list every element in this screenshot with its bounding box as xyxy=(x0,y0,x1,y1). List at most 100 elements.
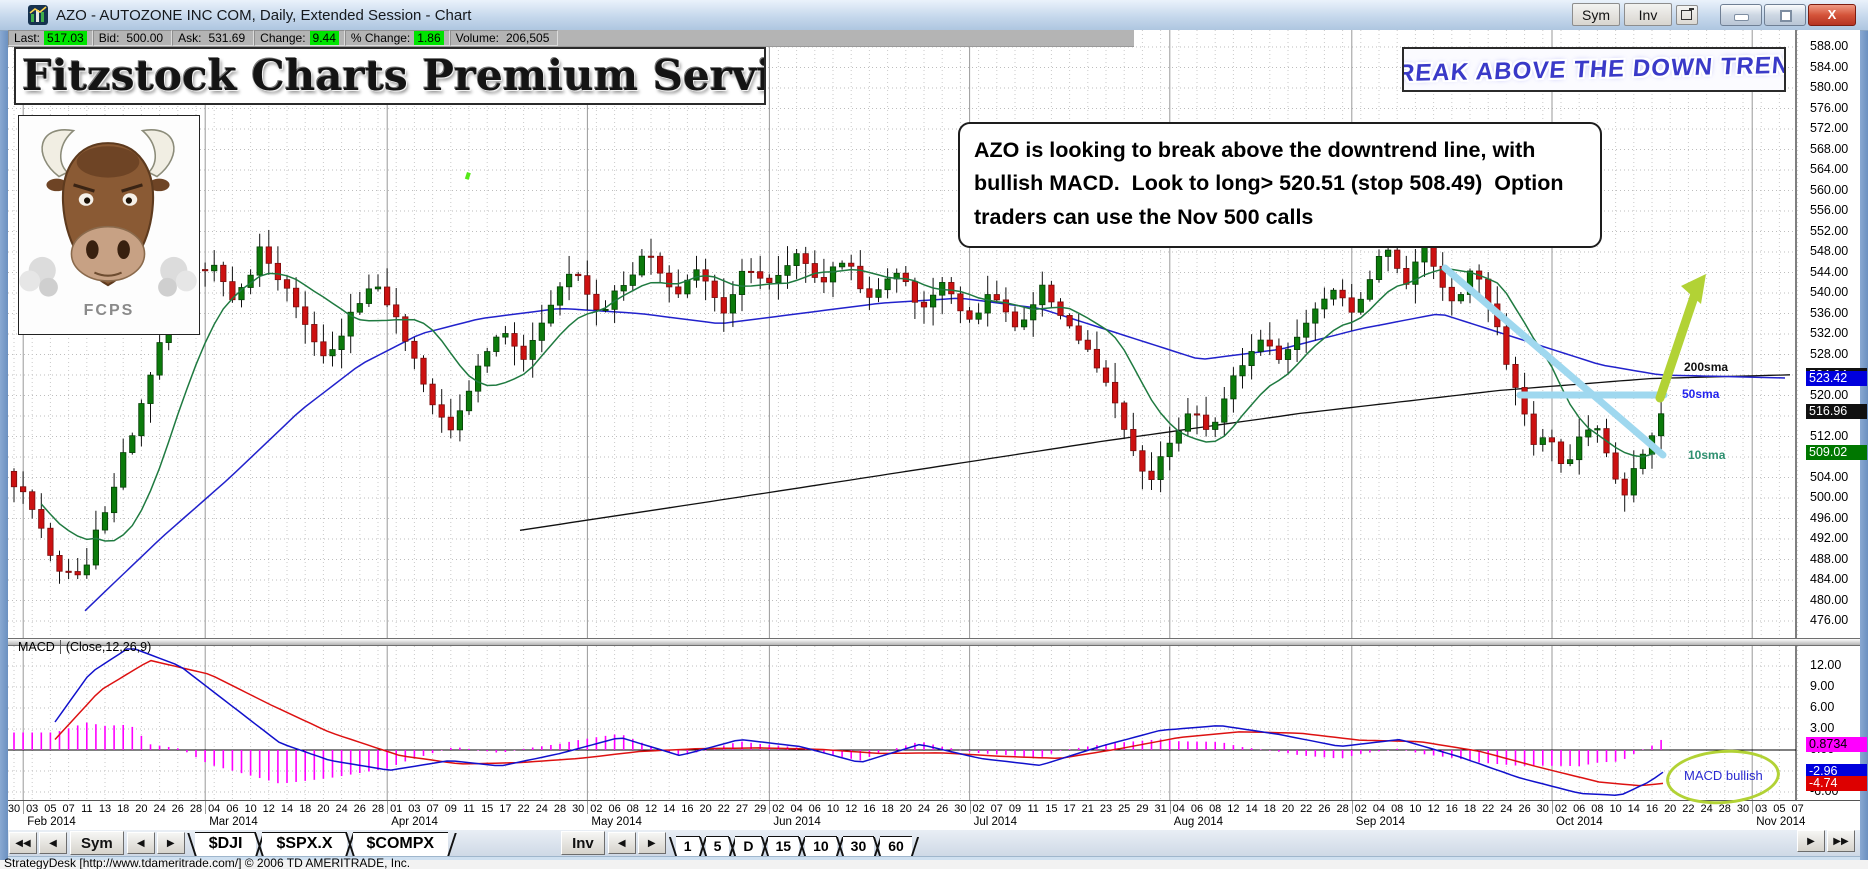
symbol-tab[interactable]: $SPX.X xyxy=(262,832,347,856)
quote-field-label: Last: xyxy=(14,31,41,45)
quote-field-value: 531.69 xyxy=(208,31,246,45)
interval-tab[interactable]: 5 xyxy=(705,836,730,856)
day-tick-label: 06 xyxy=(1573,803,1586,815)
day-tick-label: 03 xyxy=(26,803,39,815)
inv-button-bottom[interactable]: Inv xyxy=(561,831,605,855)
day-tick-label: 23 xyxy=(1099,803,1113,815)
quote-field-value: 500.00 xyxy=(126,31,164,45)
quote-field-value: 1.86 xyxy=(414,31,444,45)
interval-tab[interactable]: 15 xyxy=(767,836,800,856)
quote-field: Ask: 531.69 xyxy=(172,30,255,46)
day-tick-label: 16 xyxy=(863,803,876,815)
month-label: Aug 2014 xyxy=(1173,816,1224,828)
scroll-left-button[interactable]: ◀◀ xyxy=(9,832,37,854)
interval-tab[interactable]: 30 xyxy=(842,836,875,856)
day-tick-label: 28 xyxy=(371,803,385,815)
day-tick-label: 06 xyxy=(226,803,239,815)
day-tick-label: 14 xyxy=(1245,803,1258,815)
interval-tab[interactable]: 60 xyxy=(880,836,912,856)
sym-button-bottom[interactable]: Sym xyxy=(70,831,124,855)
inv-button-titlebar[interactable]: Inv xyxy=(1624,3,1672,26)
macd-name: MACD xyxy=(18,640,61,654)
title-bar[interactable]: AZO - AUTOZONE INC COM, Daily, Extended … xyxy=(0,0,1868,31)
price-axis-tick: 504.00 xyxy=(1810,469,1849,484)
symbol-tabs: $DJI $SPX.X $COMPX xyxy=(192,832,451,856)
day-tick-label: 22 xyxy=(1482,803,1495,815)
price-axis-tick: 536.00 xyxy=(1810,305,1849,320)
window-title: AZO - AUTOZONE INC COM, Daily, Extended … xyxy=(56,6,472,24)
day-tick-label: 26 xyxy=(936,803,949,815)
sma50-label: 50sma xyxy=(1682,387,1720,401)
day-tick-label: 18 xyxy=(117,803,130,815)
symbol-tab[interactable]: $COMPX xyxy=(352,832,449,856)
day-tick-label: 31 xyxy=(1154,803,1167,815)
day-tick-label: 05 xyxy=(1773,803,1786,815)
close-button[interactable]: X xyxy=(1808,3,1856,26)
sym-button-titlebar[interactable]: Sym xyxy=(1572,3,1620,26)
price-axis-tick: 532.00 xyxy=(1810,326,1849,340)
popout-icon[interactable] xyxy=(1676,4,1698,25)
day-tick-label: 03 xyxy=(408,803,421,815)
interval-tab[interactable]: D xyxy=(735,836,762,856)
day-tick-label: 24 xyxy=(1500,803,1513,815)
day-tick-label: 10 xyxy=(244,803,257,815)
day-tick-label: 03 xyxy=(1755,803,1768,815)
interval-scroll-button[interactable]: ◀ xyxy=(607,832,636,854)
day-tick-label: 12 xyxy=(262,803,275,815)
quote-field: Volume: 206,505 xyxy=(449,30,559,46)
symbol-tab[interactable]: $DJI xyxy=(194,832,257,856)
macd-axis-tick: 9.00 xyxy=(1810,679,1835,693)
bottom-strip xyxy=(8,856,1860,861)
premium-service-banner: Fitzstock Charts Premium Service xyxy=(14,47,766,105)
quote-field: % Change: 1.86 xyxy=(344,30,450,46)
scroll-right-button[interactable]: ▶ xyxy=(1797,830,1825,852)
day-tick-label: 14 xyxy=(663,803,676,815)
restore-button[interactable] xyxy=(1764,3,1806,26)
day-tick-label: 29 xyxy=(754,803,767,815)
minimize-icon xyxy=(1734,13,1749,21)
scroll-right-button[interactable]: ▶▶ xyxy=(1827,830,1855,852)
day-tick-label: 24 xyxy=(535,803,548,815)
price-axis-tick: 528.00 xyxy=(1810,346,1849,361)
interval-tab[interactable]: 1 xyxy=(675,836,700,856)
price-axis-tick: 540.00 xyxy=(1810,285,1849,299)
chart-app-icon xyxy=(28,5,48,25)
day-tick-label: 02 xyxy=(772,803,785,815)
day-tick-label: 18 xyxy=(1263,803,1276,815)
day-tick-label: 11 xyxy=(463,803,475,815)
price-axis-tick: 480.00 xyxy=(1810,592,1849,607)
window-frame-right xyxy=(1860,0,1868,869)
sma10-label: 10sma xyxy=(1688,448,1726,462)
day-tick-label: 21 xyxy=(1081,803,1094,815)
day-tick-label: 10 xyxy=(826,803,840,815)
day-tick-label: 22 xyxy=(1682,803,1695,815)
interval-tab[interactable]: 10 xyxy=(805,836,837,856)
tab-scroll-button[interactable]: ◀ xyxy=(126,832,155,854)
date-axis: 30 Feb 2014 03 05 07 11 13 18 20 24 26 28 Mar 2014 04… xyxy=(8,800,1860,831)
pane-divider[interactable] xyxy=(8,638,1860,646)
day-tick-label: 07 xyxy=(1791,803,1804,815)
scroll-left-button[interactable]: ◀ xyxy=(39,832,67,854)
day-tick-label: 02 xyxy=(1354,803,1367,815)
minimize-button[interactable] xyxy=(1720,3,1762,26)
day-tick-label: 02 xyxy=(972,803,985,815)
price-axis-tick: 512.00 xyxy=(1810,428,1849,443)
month-label: Jun 2014 xyxy=(773,816,821,828)
day-tick-label: 18 xyxy=(1463,803,1477,815)
price-axis-tick: 564.00 xyxy=(1810,162,1849,176)
day-tick-label: 14 xyxy=(280,803,294,815)
day-tick-label: 20 xyxy=(1664,803,1677,815)
day-tick-label: 12 xyxy=(1227,803,1240,815)
price-axis-tick: 520.00 xyxy=(1810,387,1849,402)
day-tick-label: 04 xyxy=(1172,803,1185,815)
day-tick-label: 04 xyxy=(208,803,221,815)
interval-scroll-button[interactable]: ▶ xyxy=(637,832,666,854)
quote-field-value: 206,505 xyxy=(505,31,550,45)
tab-scroll-button[interactable]: ▶ xyxy=(156,832,185,854)
quote-field-label: Ask: xyxy=(178,31,202,45)
quote-field-label: Change: xyxy=(260,31,306,45)
price-axis-tick: 560.00 xyxy=(1810,182,1849,197)
day-tick-label: 30 xyxy=(8,803,21,815)
day-tick-label: 04 xyxy=(790,803,803,815)
